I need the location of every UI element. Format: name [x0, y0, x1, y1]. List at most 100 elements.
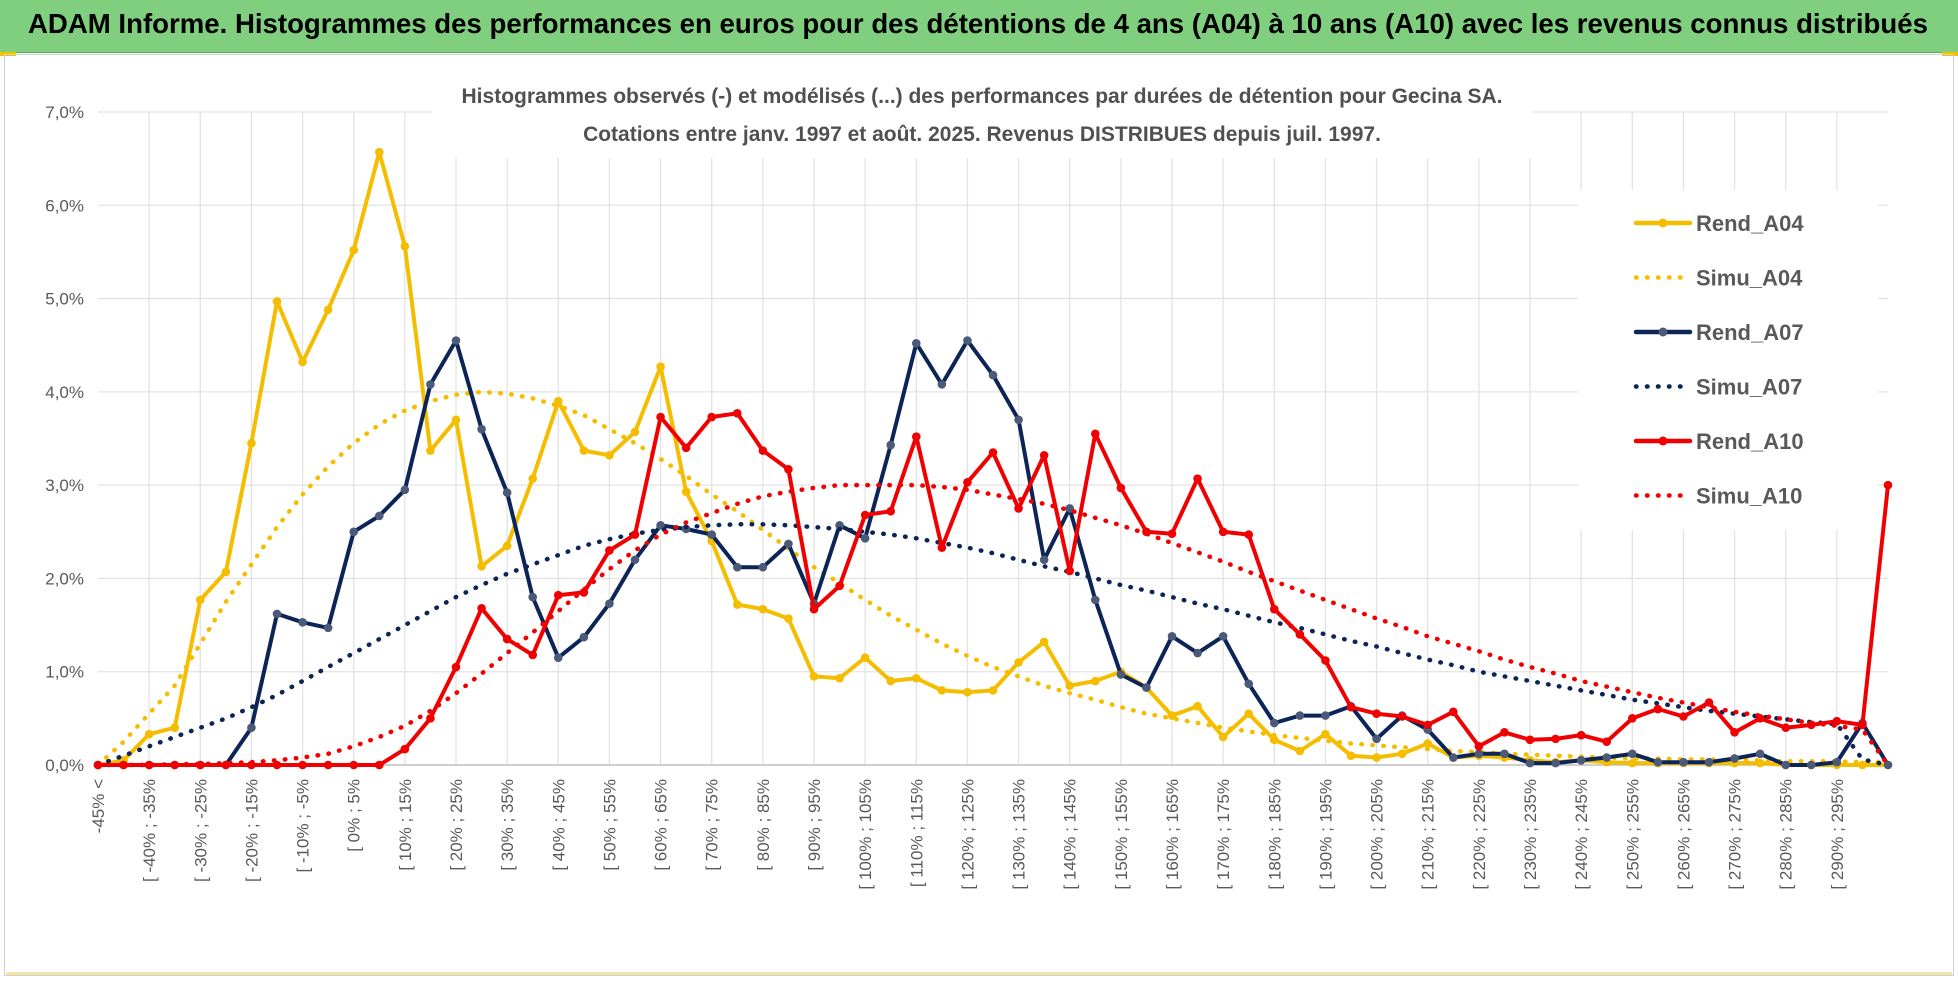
data-point-Rend_A10: [1858, 720, 1867, 730]
data-point-Rend_A07: [579, 632, 589, 642]
data-point-Rend_A07: [1730, 754, 1739, 763]
data-point-Rend_A07: [656, 520, 665, 530]
data-point-Rend_A07: [1627, 749, 1637, 759]
data-point-Rend_A07: [374, 511, 384, 521]
data-point-Rend_A10: [1730, 728, 1739, 737]
data-point-Rend_A10: [1448, 707, 1458, 717]
x-tick-label: [ 30% ; 35%: [498, 779, 517, 871]
data-point-Rend_A04: [349, 245, 359, 255]
data-point-Rend_A04: [860, 653, 870, 663]
data-point-Rend_A04: [1627, 758, 1637, 768]
data-point-Rend_A10: [605, 546, 614, 555]
data-point-Rend_A04: [426, 446, 435, 455]
legend-label-Rend_A07: Rend_A07: [1696, 320, 1804, 345]
data-point-Rend_A07: [707, 530, 717, 539]
data-point-Rend_A04: [1372, 753, 1381, 762]
data-point-Rend_A07: [349, 527, 359, 537]
data-point-Rend_A10: [1576, 730, 1586, 740]
x-tick-label: [ 50% ; 55%: [600, 779, 619, 871]
x-tick-label: [ 100% ; 105%: [856, 779, 875, 890]
data-point-Rend_A10: [477, 603, 486, 613]
x-tick-label: [ 230% ; 235%: [1521, 779, 1540, 890]
data-point-Rend_A07: [1883, 760, 1893, 770]
data-point-Rend_A10: [681, 443, 691, 453]
data-point-Rend_A07: [732, 562, 742, 572]
data-point-Rend_A10: [860, 510, 870, 520]
data-point-Rend_A10: [144, 760, 154, 770]
x-tick-label: [ 210% ; 215%: [1419, 779, 1438, 890]
data-point-Rend_A07: [1474, 749, 1484, 759]
data-point-Rend_A10: [1295, 630, 1305, 639]
title-banner: ADAM Informe. Histogrammes des performan…: [0, 0, 1958, 53]
x-tick-label: [ 140% ; 145%: [1061, 779, 1080, 890]
data-point-Rend_A10: [1039, 450, 1049, 460]
legend: Rend_A04 Simu_A04 Rend_A07 Simu_A07 Rend_A10…: [1633, 211, 1804, 509]
data-point-Rend_A07: [605, 599, 614, 608]
data-point-Rend_A07: [477, 424, 486, 434]
chart-subtitle: Cotations entre janv. 1997 et août. 2025…: [583, 123, 1381, 146]
data-point-Rend_A10: [400, 744, 410, 754]
y-tick-label: 3,0%: [45, 476, 84, 495]
data-point-Rend_A04: [784, 614, 793, 623]
data-point-Rend_A04: [323, 305, 333, 315]
data-point-Rend_A04: [1039, 637, 1049, 647]
bottom-border: [6, 972, 1952, 975]
data-point-Rend_A10: [272, 760, 282, 770]
data-point-Rend_A07: [426, 380, 435, 389]
data-point-Rend_A04: [963, 687, 972, 697]
data-point-Rend_A10: [119, 760, 128, 770]
data-point-Rend_A04: [528, 474, 538, 483]
y-tick-label: 0,0%: [45, 756, 84, 775]
data-point-Rend_A07: [988, 370, 998, 380]
data-point-Rend_A10: [707, 412, 717, 422]
data-point-Rend_A07: [1372, 734, 1381, 744]
x-tick-label: [ 60% ; 65%: [652, 779, 671, 871]
legend-label-Simu_A04: Simu_A04: [1696, 266, 1803, 291]
data-point-Rend_A10: [323, 760, 333, 770]
data-point-Rend_A04: [195, 595, 205, 605]
x-tick-label: [ 270% ; 275%: [1726, 779, 1745, 890]
data-point-Rend_A04: [1858, 760, 1867, 770]
legend-label-Simu_A10: Simu_A10: [1696, 484, 1802, 509]
data-point-Rend_A07: [1269, 718, 1279, 728]
data-point-Rend_A07: [835, 520, 844, 530]
x-tick-label: [ 20% ; 25%: [447, 779, 466, 871]
data-point-Rend_A10: [988, 448, 998, 457]
x-tick-label: [ 110% ; 115%: [907, 779, 926, 887]
x-tick-label: [ 40% ; 45%: [549, 779, 568, 871]
data-point-Rend_A10: [937, 543, 947, 552]
data-point-Rend_A04: [1218, 732, 1228, 742]
data-point-Rend_A10: [298, 760, 307, 770]
data-point-Rend_A07: [1679, 757, 1688, 767]
data-point-Rend_A04: [502, 541, 512, 551]
series-line-Simu_A04: [95, 389, 1891, 768]
data-point-Rend_A04: [1065, 681, 1075, 691]
data-point-Rend_A07: [502, 488, 512, 497]
data-point-Rend_A10: [1627, 714, 1637, 723]
x-tick-label: [ 190% ; 195%: [1316, 779, 1335, 890]
data-point-Rend_A04: [835, 673, 844, 683]
data-point-Rend_A04: [298, 357, 307, 367]
data-point-Rend_A10: [835, 581, 844, 591]
x-tick-label: [ 180% ; 185%: [1265, 779, 1284, 890]
data-point-Rend_A10: [1014, 504, 1023, 513]
legend-backdrop: [1578, 190, 1878, 530]
data-point-Rend_A04: [1090, 676, 1100, 686]
x-tick-label: [ 150% ; 155%: [1112, 779, 1131, 890]
data-point-Rend_A10: [1474, 742, 1484, 751]
data-point-Rend_A10: [630, 530, 640, 539]
data-point-Rend_A07: [1039, 555, 1049, 565]
data-point-Rend_A04: [937, 686, 947, 695]
data-point-Rend_A07: [963, 336, 972, 345]
data-point-Rend_A04: [221, 567, 231, 577]
data-point-Rend_A07: [553, 653, 563, 663]
data-point-Rend_A10: [1372, 709, 1381, 718]
data-point-Rend_A07: [451, 336, 461, 345]
data-point-Rend_A10: [1883, 480, 1893, 490]
data-point-Rend_A07: [1576, 756, 1586, 765]
data-point-Rend_A07: [937, 380, 947, 389]
data-point-Rend_A10: [1704, 698, 1714, 707]
data-point-Rend_A07: [247, 723, 256, 732]
data-point-Rend_A10: [1269, 604, 1279, 614]
